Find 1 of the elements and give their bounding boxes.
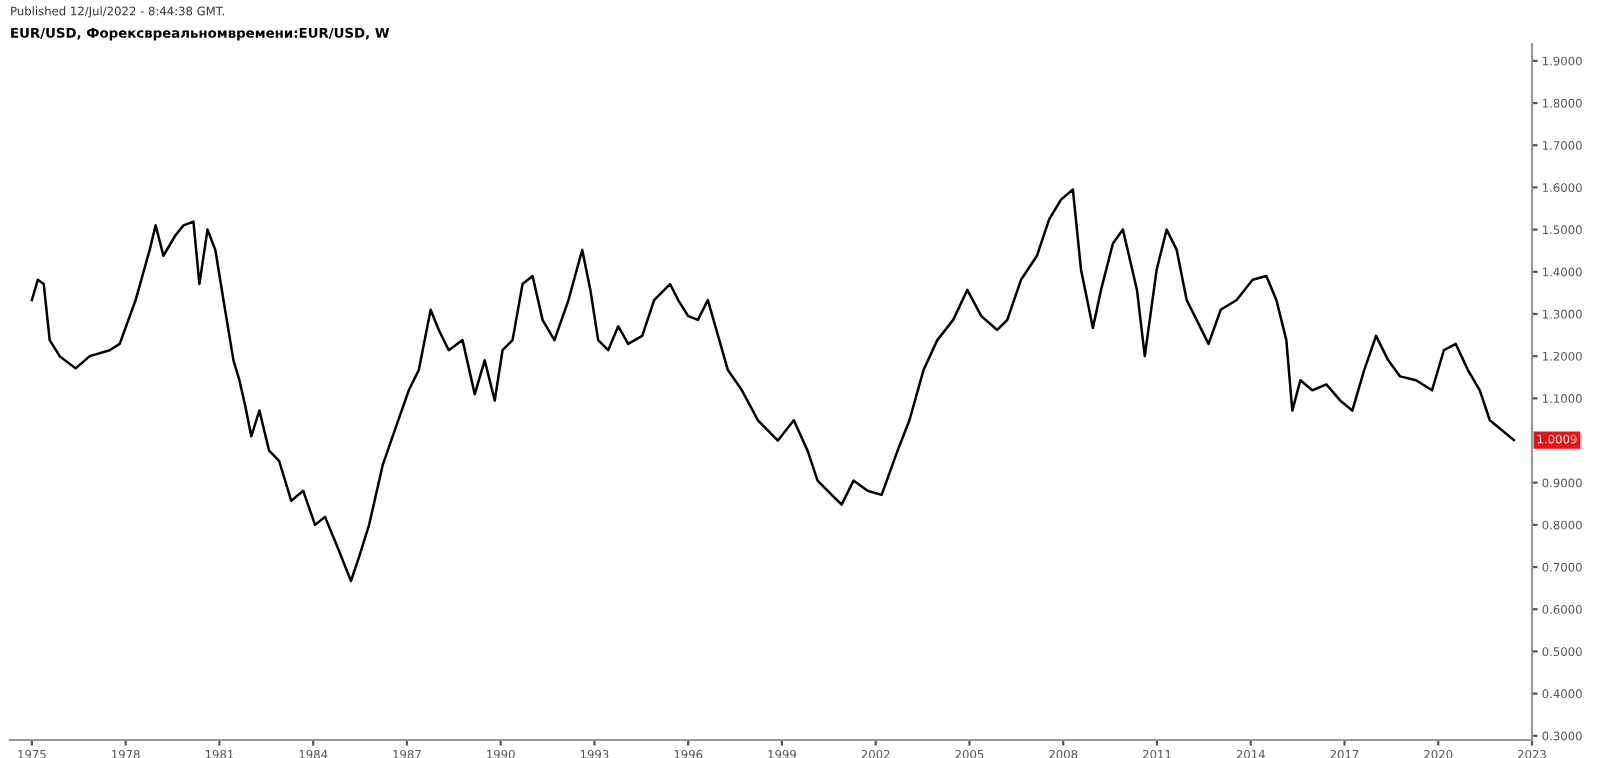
line-series: [30, 188, 1516, 583]
